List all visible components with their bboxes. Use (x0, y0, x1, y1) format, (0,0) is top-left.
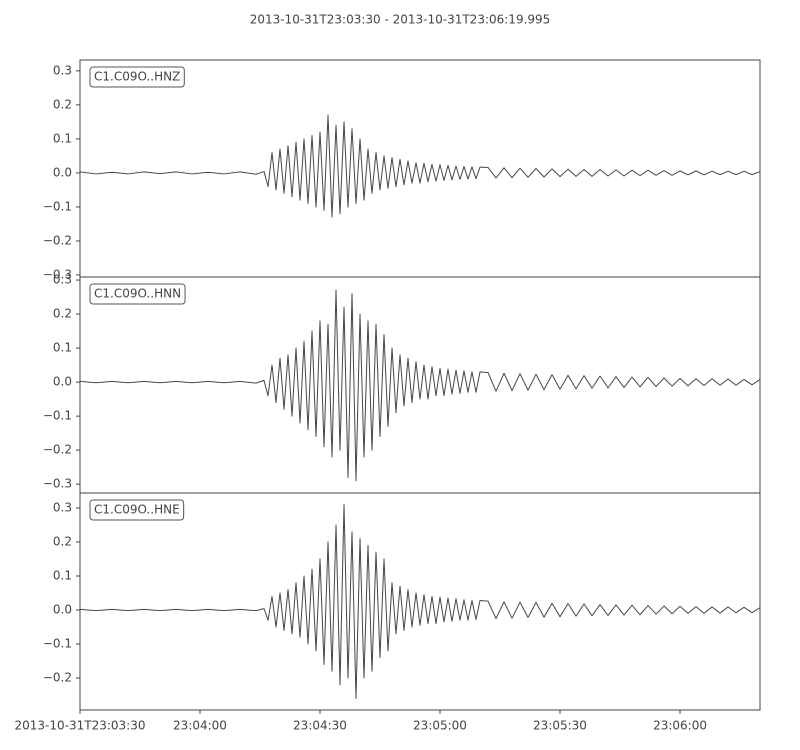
y-tick-label: −0.3 (43, 267, 72, 281)
y-tick-label: 0.0 (53, 165, 72, 179)
y-tick-label: 0.1 (53, 131, 72, 145)
y-tick-label: 0.3 (53, 273, 72, 287)
legend-label: C1.C09O..HNN (94, 287, 181, 301)
legend-box (89, 66, 185, 88)
y-tick-label: 0.3 (53, 500, 72, 514)
x-tick-label: 23:05:00 (413, 719, 467, 733)
waveform (80, 289, 760, 482)
x-tick-label: 23:06:00 (653, 719, 707, 733)
y-tick-label: −0.2 (43, 233, 72, 247)
chart-title: 2013-10-31T23:03:30 - 2013-10-31T23:06:1… (250, 13, 551, 27)
waveform (80, 504, 760, 699)
plot-frame (79, 492, 761, 711)
y-tick-label: −0.3 (43, 477, 72, 491)
y-tick-label: 0.3 (53, 63, 72, 77)
x-tick-label: 23:04:00 (173, 719, 227, 733)
y-tick-label: 0.0 (53, 375, 72, 389)
legend-box (89, 499, 185, 521)
waveform (80, 114, 760, 218)
y-tick-label: 0.1 (53, 568, 72, 582)
y-tick-label: −0.1 (43, 637, 72, 651)
y-tick-label: 0.2 (53, 307, 72, 321)
y-tick-label: −0.1 (43, 409, 72, 423)
y-tick-label: −0.2 (43, 671, 72, 685)
legend-label: C1.C09O..HNE (94, 503, 180, 517)
y-tick-label: 0.0 (53, 603, 72, 617)
y-tick-label: 0.2 (53, 534, 72, 548)
y-tick-label: 0.2 (53, 97, 72, 111)
x-tick-label: 23:04:30 (293, 719, 347, 733)
y-tick-label: −0.1 (43, 199, 72, 213)
legend-box (89, 283, 186, 305)
x-tick-label: 23:05:30 (533, 719, 587, 733)
legend-label: C1.C09O..HNZ (94, 70, 180, 84)
x-tick-label: 2013-10-31T23:03:30 (15, 719, 146, 733)
y-tick-label: 0.1 (53, 341, 72, 355)
y-tick-label: −0.2 (43, 443, 72, 457)
